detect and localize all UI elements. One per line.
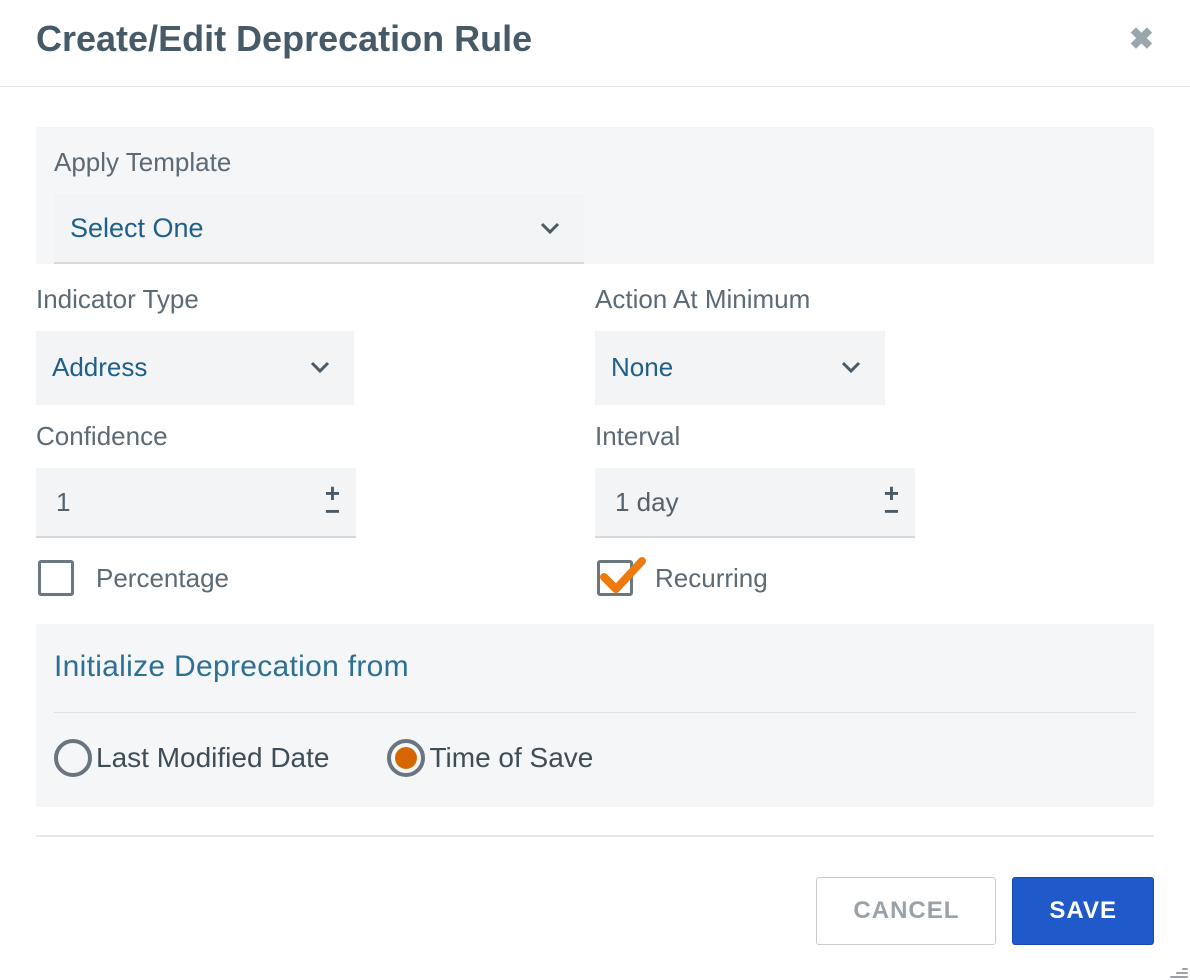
fields-grid: Indicator Type Address Confidence 1 + − [36, 264, 1154, 606]
col-right: Action At Minimum None Interval 1 day + … [595, 264, 1154, 606]
initialize-title: Initialize Deprecation from [54, 650, 1136, 684]
radio-time-of-save[interactable]: Time of Save [387, 739, 593, 777]
indicator-type-select[interactable]: Address [36, 331, 354, 405]
confidence-stepper[interactable]: 1 + − [36, 468, 356, 538]
recurring-checkbox[interactable] [597, 560, 633, 596]
radio-icon [54, 739, 92, 777]
resize-grip-icon[interactable] [1170, 968, 1188, 978]
radio-icon [387, 739, 425, 777]
radio-selected-dot [395, 747, 417, 769]
confidence-value: 1 [56, 487, 70, 518]
action-at-min-label: Action At Minimum [595, 284, 1154, 315]
indicator-type-value: Address [52, 352, 147, 383]
recurring-label: Recurring [655, 563, 768, 594]
percentage-label: Percentage [96, 563, 229, 594]
divider [54, 712, 1136, 713]
interval-value: 1 day [615, 487, 679, 518]
col-left: Indicator Type Address Confidence 1 + − [36, 264, 595, 606]
radio-last-modified-label: Last Modified Date [96, 742, 329, 774]
save-button[interactable]: SAVE [1012, 877, 1154, 945]
percentage-row: Percentage [36, 538, 567, 606]
indicator-type-label: Indicator Type [36, 284, 567, 315]
radio-last-modified[interactable]: Last Modified Date [54, 739, 329, 777]
interval-label: Interval [595, 421, 1154, 452]
minus-icon[interactable]: − [325, 502, 340, 520]
interval-stepper[interactable]: 1 day + − [595, 468, 915, 538]
initialize-panel: Initialize Deprecation from Last Modifie… [36, 624, 1154, 807]
deprecation-rule-dialog: Create/Edit Deprecation Rule ✖ Apply Tem… [0, 0, 1190, 945]
dialog-title: Create/Edit Deprecation Rule [36, 18, 532, 60]
dialog-footer: CANCEL SAVE [0, 837, 1190, 945]
apply-template-panel: Apply Template Select One [36, 127, 1154, 264]
chevron-down-icon [839, 355, 863, 379]
percentage-checkbox[interactable] [38, 560, 74, 596]
radio-time-of-save-label: Time of Save [429, 742, 593, 774]
apply-template-value: Select One [70, 213, 204, 244]
apply-template-label: Apply Template [54, 147, 1136, 178]
action-at-min-value: None [611, 352, 673, 383]
confidence-stepper-buttons: + − [325, 484, 340, 520]
close-icon[interactable]: ✖ [1129, 22, 1154, 57]
dialog-body: Apply Template Select One Indicator Type… [0, 87, 1190, 817]
chevron-down-icon [308, 355, 332, 379]
dialog-header: Create/Edit Deprecation Rule ✖ [0, 0, 1190, 87]
recurring-row: Recurring [595, 538, 1154, 606]
minus-icon[interactable]: − [884, 502, 899, 520]
initialize-options: Last Modified Date Time of Save [54, 739, 1136, 777]
confidence-label: Confidence [36, 421, 567, 452]
action-at-min-select[interactable]: None [595, 331, 885, 405]
interval-stepper-buttons: + − [884, 484, 899, 520]
check-icon [598, 551, 646, 599]
apply-template-select[interactable]: Select One [54, 194, 584, 264]
chevron-down-icon [538, 216, 562, 240]
cancel-button[interactable]: CANCEL [816, 877, 996, 945]
